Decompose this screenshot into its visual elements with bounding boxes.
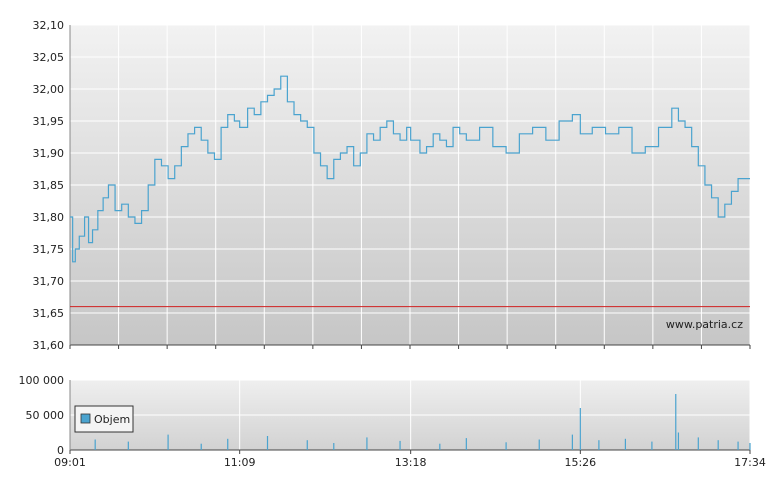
volume-bar	[465, 438, 467, 450]
volume-bar	[333, 443, 335, 450]
price-series-line	[70, 75, 750, 263]
volume-bar	[439, 443, 441, 450]
price-y-tick-label: 32,10	[33, 19, 65, 32]
volume-bar	[697, 437, 699, 450]
volume-bar	[737, 441, 739, 450]
volume-bar	[749, 443, 751, 450]
price-y-tick-label: 31,95	[33, 115, 65, 128]
volume-x-tick-label: 15:26	[564, 456, 596, 469]
volume-bar	[651, 441, 653, 450]
volume-bar	[94, 439, 96, 450]
price-y-tick-label: 32,00	[33, 83, 65, 96]
volume-bar	[538, 439, 540, 450]
price-panel: 32,10 32,05 32,00 31,95 31,90 31,85 31,80 31,75…	[33, 19, 751, 352]
volume-bar	[306, 440, 308, 450]
volume-y-tick-label: 100 000	[19, 374, 65, 387]
volume-y-tick-label: 50 000	[26, 409, 65, 422]
volume-legend: Objem	[74, 405, 134, 433]
volume-bar	[399, 440, 401, 450]
price-y-tick-label: 31,65	[33, 307, 65, 320]
price-y-tick-label: 31,80	[33, 211, 65, 224]
volume-bar	[675, 394, 677, 450]
price-y-tick-label: 31,70	[33, 275, 65, 288]
price-y-tick-label: 31,85	[33, 179, 65, 192]
price-y-tick-label: 31,60	[33, 339, 65, 352]
volume-panel: 100 000 50 000 009:01 11:09 13:18 15:26 17:34 O…	[19, 374, 766, 469]
volume-bar	[677, 432, 680, 450]
volume-bar	[624, 438, 626, 450]
volume-bar	[167, 434, 169, 450]
price-y-tick-label: 31,75	[33, 243, 65, 256]
volume-x-tick-label: 17:34	[734, 456, 766, 469]
volume-bar	[127, 441, 129, 450]
volume-x-tick-label: 11:09	[224, 456, 256, 469]
volume-bar	[505, 442, 507, 450]
volume-bar	[366, 437, 368, 450]
price-y-tick-label: 32,05	[33, 51, 65, 64]
volume-bar	[598, 440, 600, 450]
volume-x-tick-label: 13:18	[395, 456, 427, 469]
volume-bar	[227, 438, 229, 450]
volume-bar	[717, 440, 719, 450]
volume-bar	[571, 434, 573, 450]
volume-x-tick-label: 09:01	[54, 456, 86, 469]
price-y-tick-label: 31,90	[33, 147, 65, 160]
legend-swatch	[80, 413, 91, 424]
volume-y-tick-label: 0	[57, 444, 64, 457]
volume-bar	[266, 436, 269, 450]
volume-bar	[579, 408, 581, 450]
volume-bar	[200, 443, 202, 450]
legend-label: Objem	[94, 413, 130, 426]
watermark: www.patria.cz	[666, 318, 743, 331]
